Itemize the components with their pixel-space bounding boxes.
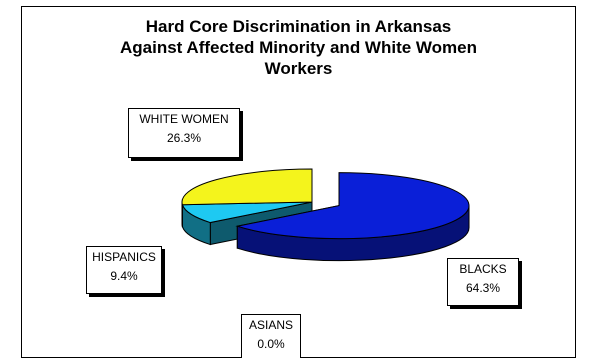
slice-percent: 26.3% (166, 131, 202, 145)
slice-label-blacks: BLACKS 64.3% (447, 258, 519, 306)
slice-name: WHITE WOMEN (139, 112, 229, 126)
slice-percent: 64.3% (465, 281, 501, 295)
slice-blacks (235, 172, 470, 240)
slice-name: BLACKS (459, 262, 507, 276)
slice-label-hispanics: HISPANICS 9.4% (86, 246, 162, 294)
slice-percent: 0.0% (257, 337, 285, 351)
slice-label-white-women: WHITE WOMEN 26.3% (128, 108, 240, 158)
slice-white-women (181, 168, 313, 206)
chart-title: Hard Core Discrimination in Arkansas Aga… (119, 17, 477, 78)
slice-label-asians: ASIANS 0.0% (241, 314, 301, 358)
slice-name: ASIANS (248, 318, 293, 332)
slice-percent: 9.4% (110, 269, 138, 283)
slice-name: HISPANICS (92, 250, 156, 264)
